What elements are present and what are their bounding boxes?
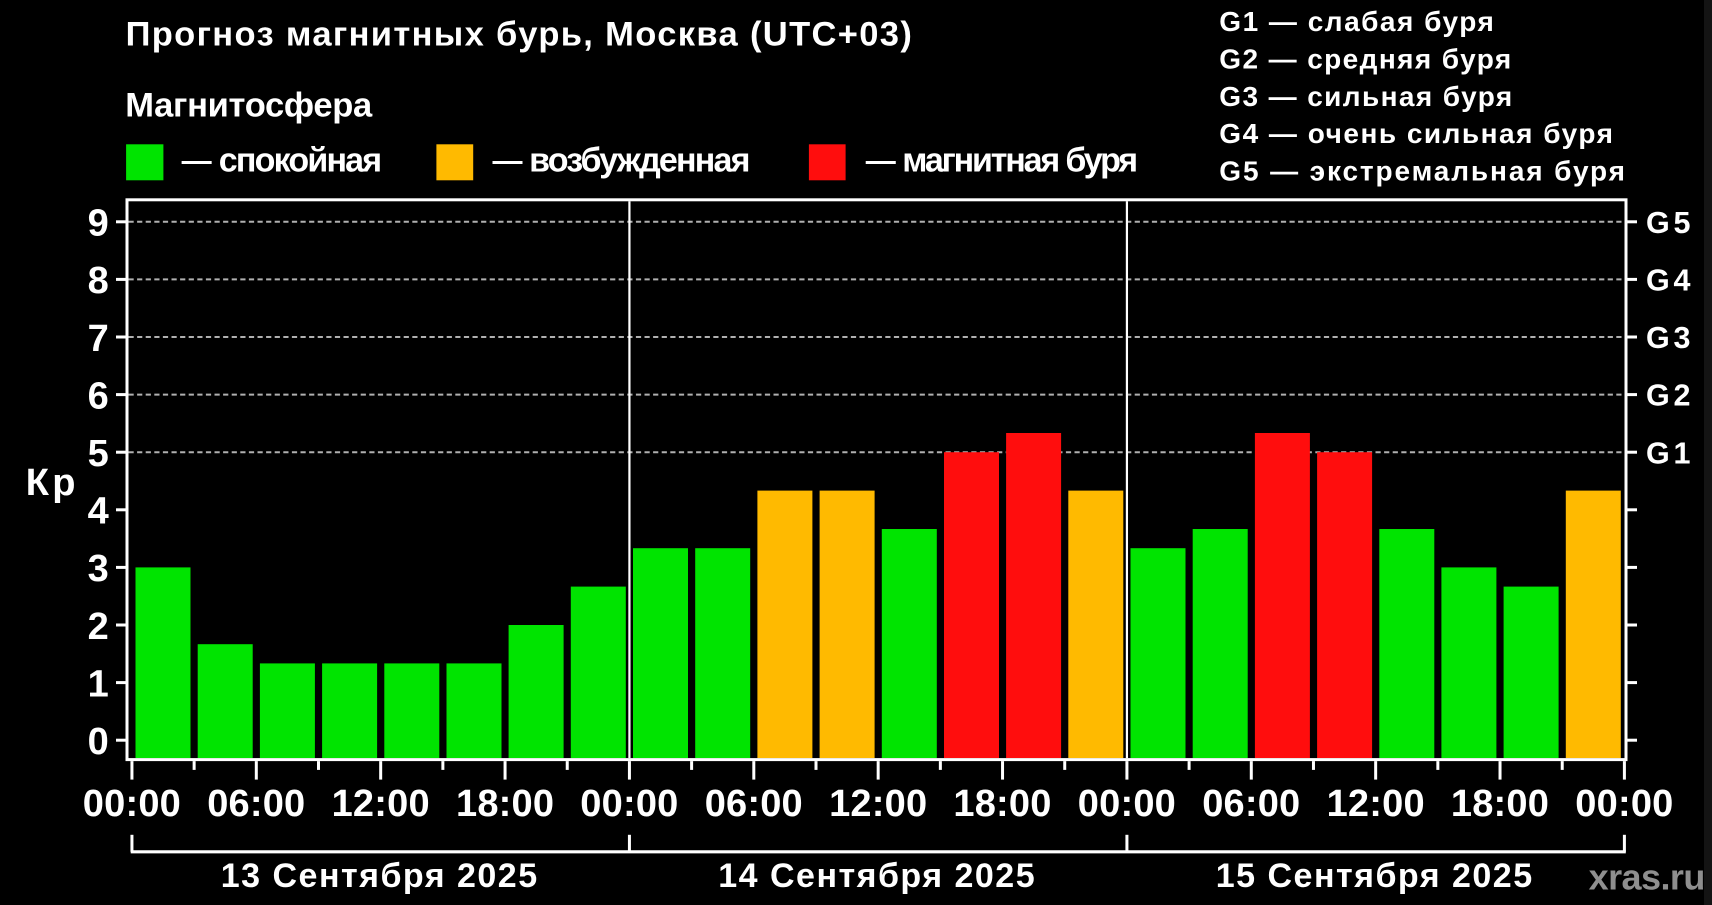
svg-text:00:00: 00:00 [83, 783, 181, 825]
svg-text:xras.ru: xras.ru [1589, 857, 1705, 898]
svg-text:магнитная буря: магнитная буря [902, 141, 1136, 179]
svg-text:1: 1 [88, 663, 109, 705]
svg-text:G5: G5 [1646, 206, 1694, 240]
svg-text:5: 5 [88, 433, 109, 475]
svg-text:06:00: 06:00 [207, 783, 305, 825]
svg-text:Магнитосфера: Магнитосфера [125, 86, 373, 124]
svg-text:G2 — средняя буря: G2 — средняя буря [1219, 43, 1512, 74]
svg-text:9: 9 [88, 203, 109, 245]
svg-text:G5 — экстремальная буря: G5 — экстремальная буря [1219, 156, 1627, 187]
svg-text:G2: G2 [1646, 379, 1694, 413]
svg-text:14 Сентября 2025: 14 Сентября 2025 [718, 857, 1036, 895]
svg-text:7: 7 [88, 318, 109, 360]
svg-text:G1: G1 [1646, 436, 1694, 470]
svg-text:Прогноз магнитных бурь, Москва: Прогноз магнитных бурь, Москва (UTC+03) [126, 15, 914, 53]
svg-text:00:00: 00:00 [1575, 783, 1673, 825]
svg-text:06:00: 06:00 [1202, 783, 1300, 825]
svg-text:G3: G3 [1646, 321, 1694, 355]
svg-text:спокойная: спокойная [219, 141, 381, 179]
svg-text:18:00: 18:00 [953, 783, 1051, 825]
svg-text:18:00: 18:00 [1451, 783, 1549, 825]
svg-text:2: 2 [88, 606, 109, 648]
svg-text:8: 8 [88, 260, 109, 302]
svg-text:G4 — очень сильная буря: G4 — очень сильная буря [1219, 118, 1614, 149]
svg-text:0: 0 [88, 721, 109, 763]
svg-text:00:00: 00:00 [1078, 783, 1176, 825]
svg-text:06:00: 06:00 [705, 783, 803, 825]
svg-text:G1 — слабая буря: G1 — слабая буря [1219, 6, 1495, 37]
svg-text:12:00: 12:00 [1327, 783, 1425, 825]
svg-text:—: — [866, 145, 896, 178]
svg-text:G4: G4 [1646, 264, 1694, 298]
svg-text:6: 6 [88, 375, 109, 417]
svg-text:18:00: 18:00 [456, 783, 554, 825]
svg-text:Кр: Кр [26, 462, 79, 504]
svg-text:00:00: 00:00 [580, 783, 678, 825]
svg-text:возбужденная: возбужденная [529, 141, 749, 179]
svg-text:—: — [182, 145, 212, 178]
svg-text:G3 — сильная буря: G3 — сильная буря [1219, 81, 1513, 112]
svg-text:12:00: 12:00 [332, 783, 430, 825]
svg-text:4: 4 [88, 491, 109, 533]
svg-text:3: 3 [88, 548, 109, 590]
svg-text:13 Сентября 2025: 13 Сентября 2025 [221, 857, 539, 895]
svg-text:15 Сентября 2025: 15 Сентября 2025 [1216, 857, 1534, 895]
svg-text:—: — [493, 145, 523, 178]
svg-text:12:00: 12:00 [829, 783, 927, 825]
